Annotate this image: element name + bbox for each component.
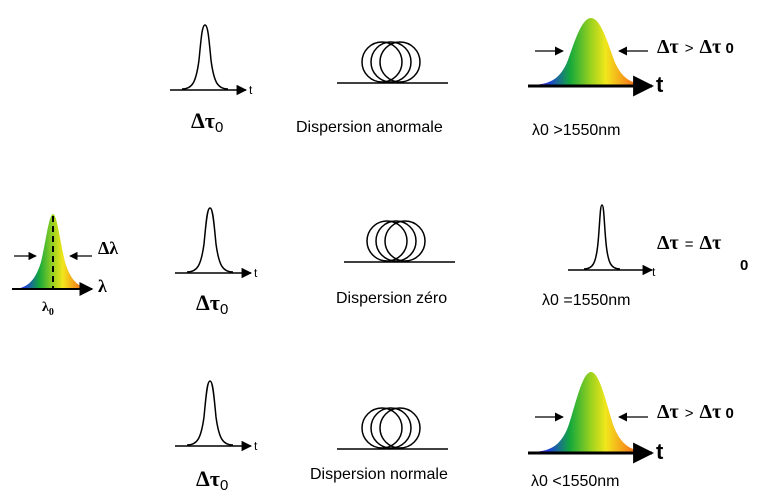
row-2-input-pulse <box>175 207 253 279</box>
source-spectrum <box>12 214 94 296</box>
row-1-fiber-label: Dispersion anormale <box>296 119 443 136</box>
row-1-wavelength-label: λ0 >1550nm <box>532 122 621 139</box>
delta-lambda-label: Δλ <box>98 238 119 258</box>
row-2-wavelength-label: λ0 =1550nm <box>542 292 631 309</box>
lambda-axis-label: λ <box>98 276 107 296</box>
row-1-relation: Δτ > Δτ 0 <box>657 36 734 58</box>
lambda0-label: λ0 <box>42 300 54 318</box>
row-3-wavelength-label: λ0 <1550nm <box>531 473 620 490</box>
row-3-relation: Δτ > Δτ 0 <box>657 401 734 423</box>
row-2-relation: Δτ = Δτ <box>657 232 722 254</box>
row-3-fiber-coil <box>337 407 448 450</box>
row-2-input-t-label: t <box>254 266 258 280</box>
row-3-fiber-label: Dispersion normale <box>310 466 448 483</box>
row-3-output-broadened-pulse <box>528 372 655 464</box>
row-3-input-pulse <box>175 380 253 452</box>
row-2-output-t-label: t <box>652 265 656 279</box>
row-1-input-t-label: t <box>249 83 253 97</box>
row-2-output-pulse <box>568 204 654 276</box>
row-3-delta-tau0: Δτ0 <box>196 466 229 494</box>
row-1-input-pulse <box>170 24 248 96</box>
row-1-output-broadened-pulse <box>528 18 655 97</box>
row-2-fiber-coil <box>344 220 455 263</box>
row-1-fiber-coil <box>337 41 448 84</box>
row-1-delta-tau0: Δτ0 <box>191 108 224 136</box>
row-2-relation-sub: 0 <box>740 257 749 274</box>
row-3-output-t-label: t <box>656 439 664 464</box>
row-3-input-t-label: t <box>254 439 258 453</box>
row-1-output-t-label: t <box>656 72 664 97</box>
row-2-fiber-label: Dispersion zéro <box>336 290 448 307</box>
row-2-delta-tau0: Δτ0 <box>196 290 229 318</box>
